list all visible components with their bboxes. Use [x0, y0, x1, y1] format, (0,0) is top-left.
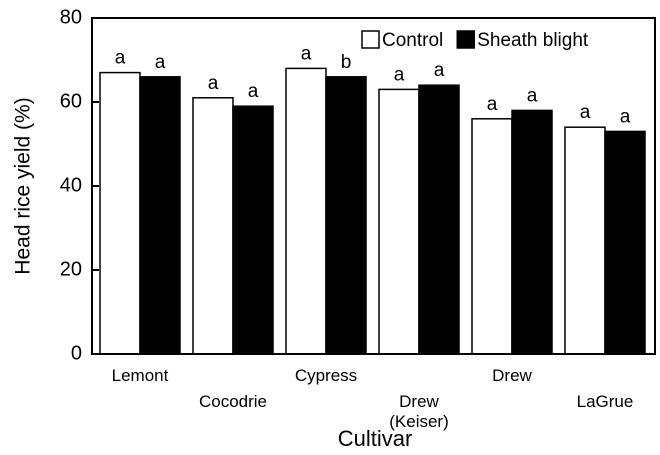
x-tick-label: Drew — [492, 366, 532, 385]
bar — [192, 97, 234, 355]
plot-frame — [91, 17, 656, 355]
bar — [99, 71, 141, 355]
x-tick-label: Lemont — [111, 366, 169, 385]
significance-letter: a — [434, 60, 445, 81]
significance-letter: a — [301, 43, 312, 64]
y-tick-label: 60 — [60, 90, 82, 112]
y-tick-label: 20 — [60, 258, 82, 280]
bar — [418, 84, 460, 355]
legend-label: Control — [382, 30, 443, 51]
y-tick-label: 0 — [71, 342, 82, 364]
significance-letter: a — [580, 102, 591, 123]
x-tick-label: LaGrue — [576, 392, 634, 411]
significance-letter: b — [341, 52, 352, 73]
significance-letter: a — [394, 64, 405, 85]
significance-letter: a — [115, 48, 126, 69]
x-tick-label: Cypress — [294, 366, 358, 385]
significance-letter: a — [620, 106, 631, 127]
y-tick-label: 80 — [60, 6, 82, 28]
bar — [604, 130, 646, 355]
bar — [139, 76, 181, 355]
y-axis-title: Head rice yield (%) — [12, 97, 35, 274]
significance-letter: a — [208, 73, 219, 94]
x-tick-label: Drew (Keiser) — [389, 392, 449, 431]
x-axis-title: Cultivar — [338, 426, 413, 451]
significance-letter: a — [248, 81, 259, 102]
y-tick-label: 40 — [60, 174, 82, 196]
bar — [564, 126, 606, 355]
significance-letter: a — [527, 85, 538, 106]
bar — [471, 118, 513, 355]
legend-label: Sheath blight — [477, 30, 589, 51]
significance-letter: a — [487, 94, 498, 115]
legend-swatch — [361, 30, 380, 49]
bar — [511, 109, 553, 355]
significance-letter: a — [155, 52, 166, 73]
bar — [232, 105, 274, 355]
bar — [325, 76, 367, 355]
bar — [285, 67, 327, 355]
legend-swatch — [456, 30, 475, 49]
bar — [378, 88, 420, 355]
x-tick-label: Cocodrie — [198, 392, 268, 411]
